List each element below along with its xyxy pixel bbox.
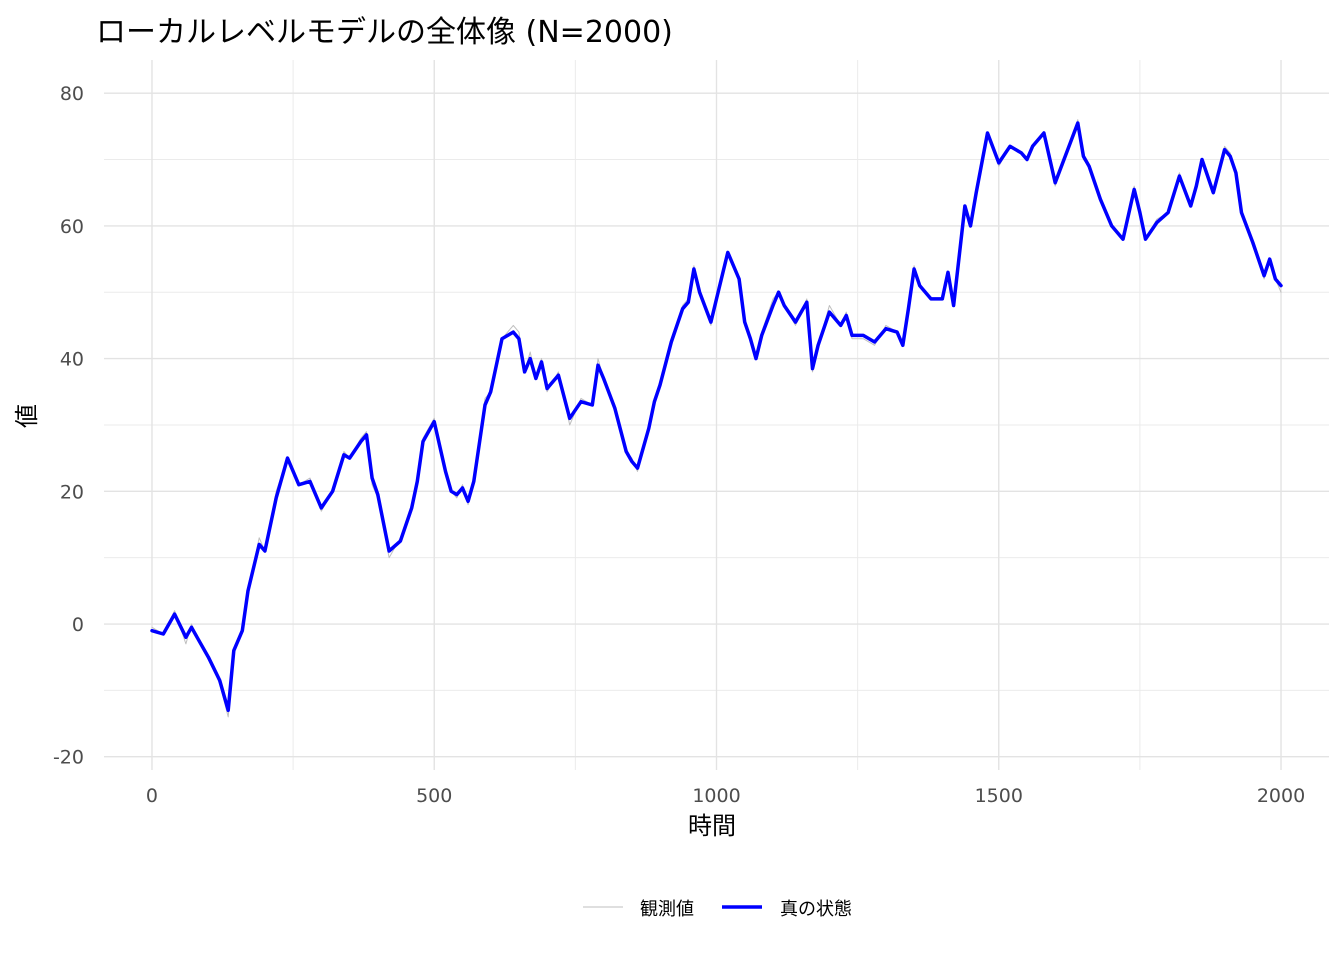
grid-major [104,60,1329,770]
tick-labels: 0 500 1000 1500 2000 -20 0 20 40 60 80 [53,83,1305,807]
y-axis-title: 値 [13,404,41,428]
legend-label-true-state: 真の状態 [780,899,852,920]
y-tick-label: 40 [60,349,84,371]
x-tick-label: 2000 [1257,785,1305,807]
y-tick-label: 60 [60,216,84,238]
chart-title: ローカルレベルモデルの全体像 (N=2000) [96,15,673,50]
y-tick-label: -20 [53,747,84,769]
y-tick-label: 80 [60,83,84,105]
series-line-true-state [150,121,1283,713]
legend-label-observed: 観測値 [640,899,694,920]
x-tick-label: 1500 [975,785,1023,807]
x-tick-label: 1000 [692,785,740,807]
legend: 観測値 真の状態 [583,899,852,920]
y-tick-label: 20 [60,481,84,503]
x-tick-label: 0 [146,785,158,807]
y-tick-label: 0 [72,614,84,636]
x-tick-label: 500 [416,785,452,807]
plot-series [150,119,1283,718]
x-axis-title: 時間 [688,812,736,840]
